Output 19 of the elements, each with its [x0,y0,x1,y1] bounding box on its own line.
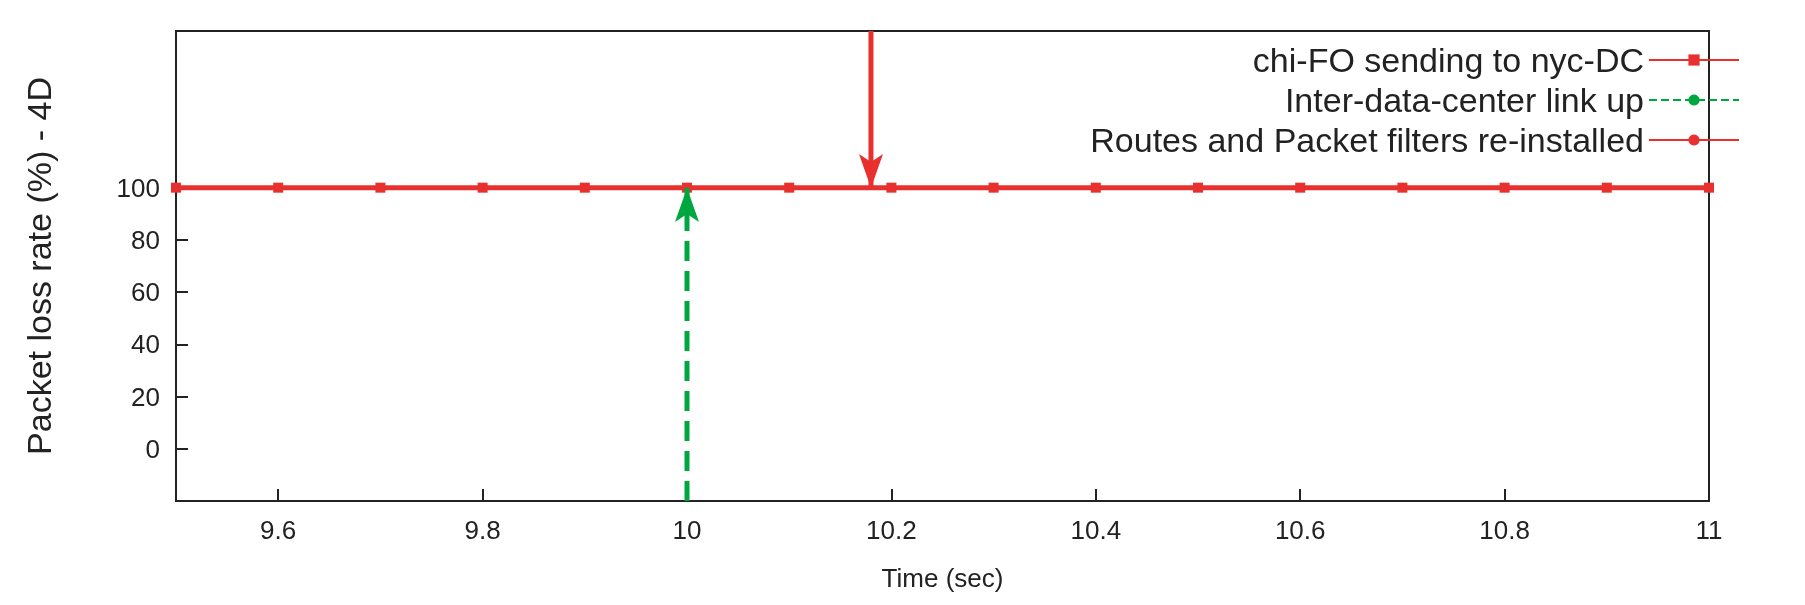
y-tick-label: 60 [131,277,160,308]
x-tick-label: 10.6 [1274,515,1326,545]
y-tick-label: 0 [145,433,160,464]
y-axis-title: Packet loss rate (%) - 4D [20,77,58,455]
x-tick-label: 11 [1695,515,1723,545]
legend-label: Inter-data-center link up [1284,81,1644,119]
y-tick-label: 100 [116,172,160,203]
x-tick-label: 10.2 [866,515,917,545]
y-tick-label: 20 [131,381,160,412]
y-tick-label: 40 [131,329,160,360]
x-tick-label: 9.6 [260,515,297,545]
x-tick-label: 10.8 [1479,515,1530,545]
legend-label: chi-FO sending to nyc-DC [1252,41,1644,79]
legend-label: Routes and Packet filters re-installed [1090,121,1644,159]
x-tick-label: 9.8 [464,515,501,545]
y-tick-label: 80 [131,224,160,255]
x-axis-title: Time (sec) [881,563,1004,593]
x-tick-label: 10 [672,515,702,545]
x-tick-label: 10.4 [1070,515,1122,545]
